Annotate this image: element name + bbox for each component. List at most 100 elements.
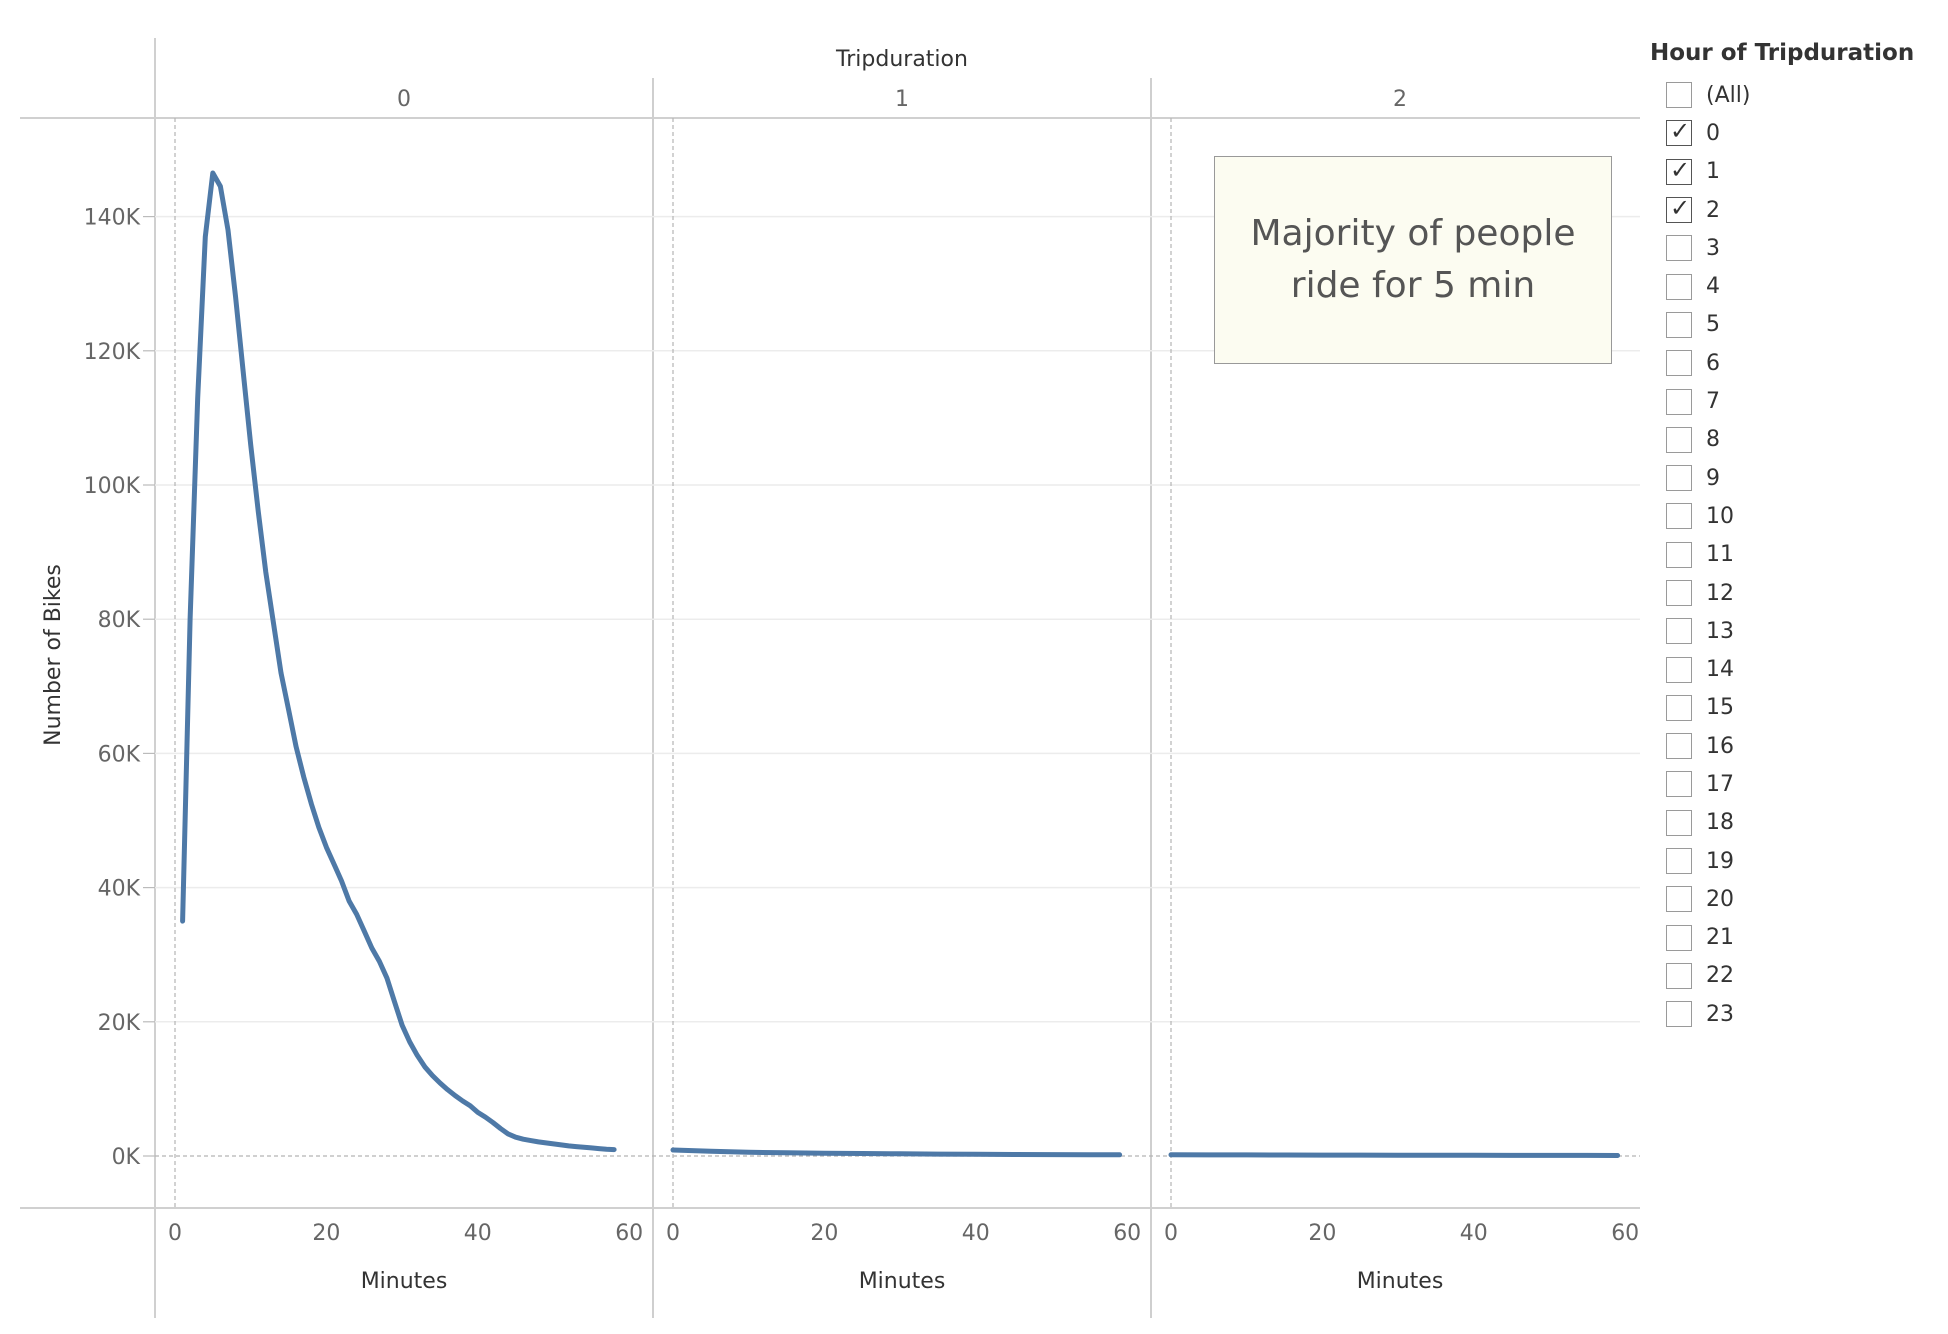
series-line-panel-1 — [670, 1147, 1123, 1158]
legend-item[interactable]: 15 — [1650, 689, 1940, 727]
legend-item[interactable]: 16 — [1650, 727, 1940, 765]
checkbox[interactable] — [1666, 388, 1692, 415]
legend-item[interactable]: 14 — [1650, 650, 1940, 688]
legend-item[interactable]: 21 — [1650, 919, 1940, 957]
legend-item[interactable]: 5 — [1650, 306, 1940, 344]
legend-item[interactable]: 1 — [1650, 153, 1940, 191]
legend-item[interactable]: 13 — [1650, 612, 1940, 650]
x-tick-label: 0 — [168, 1221, 182, 1246]
y-tick-label: 80K — [98, 608, 141, 633]
checkbox[interactable] — [1666, 541, 1692, 568]
x-axis-label: Minutes — [859, 1269, 946, 1294]
legend-item[interactable]: 6 — [1650, 344, 1940, 382]
legend-item-label: 3 — [1706, 235, 1720, 261]
panel-header-label: 0 — [397, 87, 411, 112]
x-tick-label: 0 — [666, 1221, 680, 1246]
checkbox[interactable] — [1666, 503, 1692, 530]
panel-header-label: 2 — [1393, 87, 1407, 112]
y-tick-label: 60K — [98, 742, 141, 767]
checkbox[interactable] — [1666, 117, 1692, 147]
x-tick-label: 60 — [1611, 1221, 1639, 1246]
legend-item-label: 22 — [1706, 963, 1734, 989]
checkbox[interactable] — [1666, 156, 1692, 185]
checkbox[interactable] — [1666, 194, 1692, 224]
legend-item[interactable]: 10 — [1650, 497, 1940, 535]
checkbox[interactable] — [1666, 580, 1692, 606]
checkbox[interactable] — [1666, 733, 1692, 760]
checkbox[interactable] — [1666, 618, 1692, 645]
legend-item-label: (All) — [1706, 82, 1751, 108]
x-axis-label: Minutes — [361, 1269, 448, 1294]
x-tick-label: 60 — [1113, 1221, 1141, 1246]
legend-item-label: 13 — [1706, 618, 1734, 644]
x-tick-label: 60 — [615, 1221, 643, 1246]
legend-item[interactable]: 8 — [1650, 421, 1940, 459]
checkbox[interactable] — [1666, 311, 1692, 338]
legend-item[interactable]: 7 — [1650, 382, 1940, 420]
checkbox[interactable] — [1666, 235, 1692, 262]
checkbox[interactable] — [1666, 1001, 1692, 1028]
legend-item[interactable]: (All) — [1650, 76, 1940, 114]
legend-item[interactable]: 19 — [1650, 842, 1940, 880]
checkbox[interactable] — [1666, 694, 1692, 721]
legend-item-label: 23 — [1706, 1001, 1734, 1027]
checkbox[interactable] — [1666, 656, 1692, 683]
legend-item-label: 5 — [1706, 312, 1720, 338]
legend-item[interactable]: 12 — [1650, 574, 1940, 612]
checkbox[interactable] — [1666, 273, 1692, 300]
series-line-panel-0 — [180, 170, 617, 1153]
legend-item-label: 6 — [1706, 350, 1720, 376]
legend-item[interactable]: 0 — [1650, 114, 1940, 152]
checkbox[interactable] — [1666, 426, 1692, 453]
legend-item-label: 2 — [1706, 197, 1720, 223]
checkbox[interactable] — [1666, 465, 1692, 492]
x-tick-label: 20 — [312, 1221, 340, 1246]
legend-item[interactable]: 11 — [1650, 536, 1940, 574]
checkbox[interactable] — [1666, 809, 1692, 836]
legend-item-label: 18 — [1706, 810, 1734, 836]
checkbox[interactable] — [1666, 771, 1692, 798]
legend-item-label: 19 — [1706, 848, 1734, 874]
y-axis-label: Number of Bikes — [41, 564, 66, 746]
legend-item-label: 10 — [1706, 503, 1734, 529]
x-tick-label: 40 — [962, 1221, 990, 1246]
checkbox[interactable] — [1666, 924, 1692, 951]
legend-item[interactable]: 3 — [1650, 229, 1940, 267]
annotation-box: Majority of people ride for 5 min — [1214, 156, 1612, 364]
legend-item[interactable]: 20 — [1650, 880, 1940, 918]
legend-item[interactable]: 9 — [1650, 459, 1940, 497]
legend-title: Hour of Tripduration — [1650, 40, 1915, 66]
x-tick-label: 20 — [810, 1221, 838, 1246]
legend-item-label: 20 — [1706, 886, 1734, 912]
legend-item[interactable]: 23 — [1650, 995, 1940, 1033]
legend-item[interactable]: 22 — [1650, 957, 1940, 995]
legend-item[interactable]: 2 — [1650, 191, 1940, 229]
checkbox[interactable] — [1666, 848, 1692, 875]
x-tick-label: 40 — [1460, 1221, 1488, 1246]
legend-item-label: 15 — [1706, 695, 1734, 721]
legend-item[interactable]: 17 — [1650, 765, 1940, 803]
checkbox[interactable] — [1666, 886, 1692, 913]
legend-item-label: 16 — [1706, 733, 1734, 759]
checkbox[interactable] — [1666, 962, 1692, 989]
filter-legend: Hour of Tripduration (All)01234567891011… — [1650, 40, 1940, 1033]
legend-items: (All)01234567891011121314151617181920212… — [1650, 76, 1940, 1033]
legend-item[interactable]: 4 — [1650, 267, 1940, 305]
checkbox[interactable] — [1666, 350, 1692, 377]
y-tick-label: 20K — [98, 1011, 141, 1036]
legend-item-label: 0 — [1706, 120, 1720, 146]
y-tick-label: 0K — [112, 1145, 141, 1170]
legend-item-label: 7 — [1706, 389, 1720, 415]
legend-item-label: 11 — [1706, 542, 1734, 568]
x-tick-label: 20 — [1308, 1221, 1336, 1246]
y-tick-label: 40K — [98, 877, 141, 902]
checkbox[interactable] — [1666, 82, 1692, 109]
legend-item-label: 4 — [1706, 274, 1720, 300]
legend-item[interactable]: 18 — [1650, 804, 1940, 842]
legend-item-label: 9 — [1706, 465, 1720, 491]
x-axis-label: Minutes — [1357, 1269, 1444, 1294]
x-tick-label: 0 — [1164, 1221, 1178, 1246]
panel-header-label: 1 — [895, 87, 909, 112]
series-line-panel-2 — [1168, 1152, 1621, 1158]
legend-item-label: 1 — [1706, 159, 1720, 185]
